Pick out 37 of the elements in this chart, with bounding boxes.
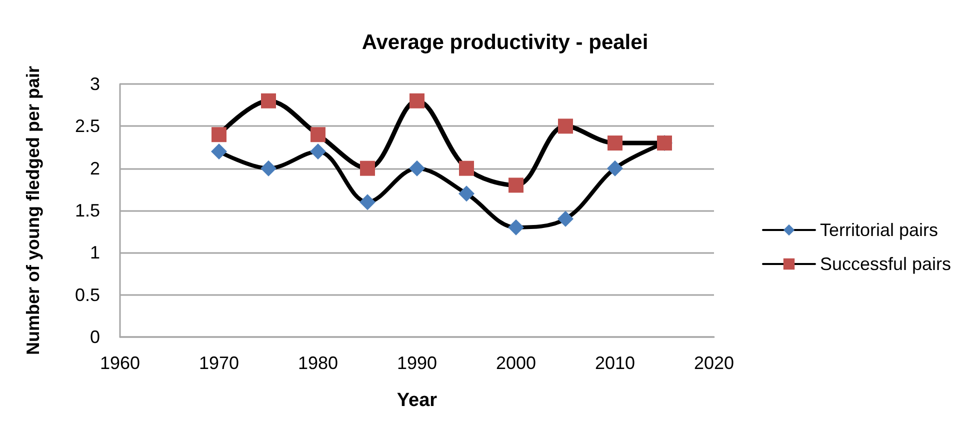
y-axis-title: Number of young fledged per pair [23,66,43,356]
x-tick-label: 2000 [496,353,536,373]
chart-title: Average productivity - pealei [362,31,648,54]
point [508,219,524,236]
x-tick-label: 1970 [198,353,240,373]
y-tick-label: 1.5 [74,200,100,220]
y-tick-label: 1 [90,242,100,263]
point [508,178,524,193]
point [608,136,622,151]
point [212,127,226,142]
point [261,93,276,108]
point [310,127,326,142]
legend-label: Successful pairs [820,254,952,274]
point [310,143,326,160]
y-tick-label: 2 [90,158,100,178]
y-tick-label: 0.5 [74,284,100,305]
point [410,93,424,108]
point [409,160,425,176]
point [459,160,474,176]
y-tick-label: 3 [90,74,100,94]
point [260,160,276,176]
x-tick-label: 2010 [594,353,636,373]
x-tick-label: 1990 [396,353,438,373]
point [607,160,623,176]
y-tick-label: 0 [90,327,100,347]
point [211,143,227,160]
y-tick-label: 2.5 [74,116,100,136]
point [458,186,474,202]
x-tick-label: 2020 [694,353,734,373]
point [558,118,573,134]
point [558,210,574,227]
x-axis-title: Year [396,390,438,411]
x-tick-label: 1980 [298,353,338,373]
point [360,194,376,210]
legend-label: Territorial pairs [820,220,938,240]
x-tick-label: 1960 [100,353,140,373]
point [360,160,375,176]
